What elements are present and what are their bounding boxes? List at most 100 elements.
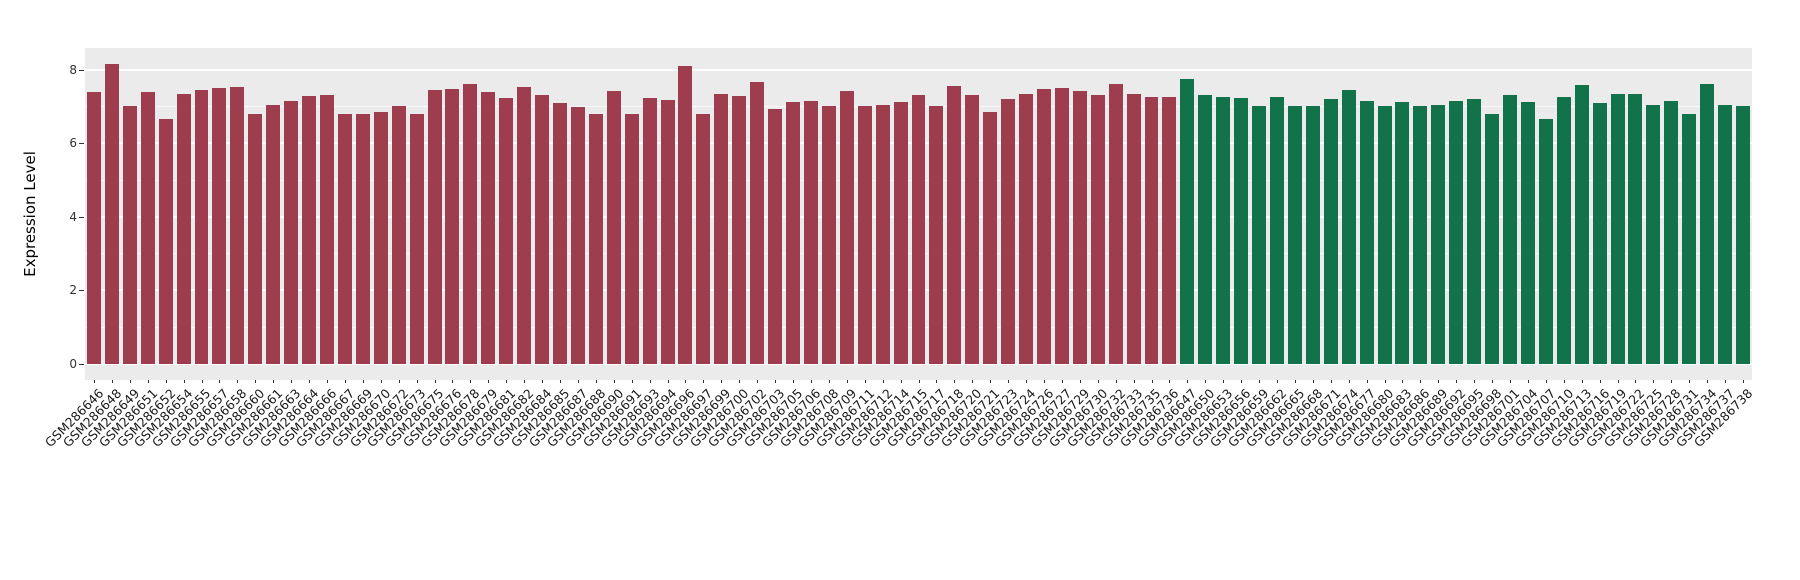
- x-tick-mark: [810, 380, 812, 383]
- bar-GSM286667: [337, 113, 352, 364]
- x-tick-mark: [739, 380, 741, 383]
- bar-GSM286703: [768, 109, 783, 364]
- y-tick-mark: [79, 290, 84, 292]
- x-tick-mark: [506, 380, 508, 383]
- bar-GSM286692: [1449, 100, 1464, 364]
- x-tick-mark: [398, 380, 400, 383]
- bar-GSM286690: [606, 90, 621, 364]
- x-tick-mark: [326, 380, 328, 383]
- bar-GSM286736: [1162, 97, 1177, 364]
- x-tick-mark: [775, 380, 777, 383]
- x-tick-mark: [1205, 380, 1207, 383]
- bar-GSM286671: [1323, 99, 1338, 364]
- x-tick-mark: [1402, 380, 1404, 383]
- bar-GSM286719: [1610, 93, 1625, 364]
- x-tick-mark: [1043, 380, 1045, 383]
- x-tick-mark: [362, 380, 364, 383]
- y-tick-label: 4: [69, 209, 77, 224]
- bar-GSM286724: [1019, 93, 1034, 364]
- x-tick-mark: [721, 380, 723, 383]
- bar-GSM286685: [553, 102, 567, 364]
- x-tick-mark: [793, 380, 795, 383]
- x-tick-mark: [1115, 380, 1117, 383]
- bar-GSM286658: [230, 87, 245, 364]
- bar-GSM286689: [1431, 104, 1446, 364]
- bar-GSM286712: [875, 104, 890, 364]
- x-tick-mark: [1079, 380, 1081, 383]
- x-tick-mark: [1438, 380, 1440, 383]
- bar-GSM286662: [1270, 97, 1284, 364]
- bar-GSM286706: [803, 100, 818, 364]
- x-tick-mark: [201, 380, 203, 383]
- bar-GSM286737: [1718, 104, 1733, 364]
- x-tick-mark: [1545, 380, 1547, 383]
- bar-GSM286659: [1252, 106, 1267, 364]
- x-tick-mark: [595, 380, 597, 383]
- x-tick-mark: [165, 380, 167, 383]
- bar-GSM286728: [1664, 100, 1679, 364]
- x-tick-mark: [1312, 380, 1314, 383]
- bar-GSM286688: [588, 113, 603, 364]
- y-axis-title: Expression Level: [21, 151, 39, 277]
- bar-GSM286677: [1359, 100, 1374, 364]
- x-tick-mark: [757, 380, 759, 383]
- major-gridline: [85, 68, 1752, 71]
- x-tick-mark: [1133, 380, 1135, 383]
- x-tick-mark: [1276, 380, 1278, 383]
- x-tick-mark: [613, 380, 615, 383]
- y-tick-mark: [79, 69, 84, 71]
- x-tick-mark: [1259, 380, 1261, 383]
- x-tick-mark: [1241, 380, 1243, 383]
- x-tick-mark: [918, 380, 920, 383]
- x-tick-mark: [291, 380, 293, 383]
- y-tick-label: 0: [69, 357, 77, 371]
- bar-GSM286647: [1180, 78, 1195, 364]
- bar-GSM286713: [1574, 85, 1589, 364]
- x-tick-mark: [1653, 380, 1655, 383]
- x-tick-mark: [990, 380, 992, 383]
- bar-GSM286714: [893, 101, 908, 364]
- bar-GSM286649: [122, 106, 137, 364]
- bar-GSM286676: [445, 88, 460, 364]
- bar-GSM286684: [535, 95, 550, 364]
- x-tick-mark: [828, 380, 830, 383]
- x-tick-mark: [1151, 380, 1153, 383]
- x-tick-mark: [219, 380, 221, 383]
- bar-GSM286650: [1198, 95, 1213, 364]
- x-tick-mark: [1599, 380, 1601, 383]
- bar-GSM286686: [1413, 106, 1428, 364]
- x-tick-mark: [273, 380, 275, 383]
- x-tick-mark: [129, 380, 131, 383]
- x-tick-mark: [1707, 380, 1709, 383]
- x-tick-mark: [1008, 380, 1010, 383]
- bar-GSM286694: [660, 99, 675, 364]
- bar-GSM286652: [158, 119, 173, 364]
- x-tick-mark: [344, 380, 346, 383]
- bar-GSM286697: [696, 114, 711, 364]
- bar-GSM286721: [983, 111, 998, 364]
- bar-GSM286735: [1144, 97, 1159, 364]
- bar-GSM286679: [481, 92, 496, 364]
- x-tick-mark: [846, 380, 848, 383]
- x-tick-mark: [1420, 380, 1422, 383]
- x-tick-mark: [1617, 380, 1619, 383]
- x-tick-mark: [1187, 380, 1189, 383]
- x-tick-mark: [524, 380, 526, 383]
- bar-GSM286723: [1001, 99, 1016, 364]
- bar-GSM286704: [1520, 101, 1535, 364]
- bar-GSM286727: [1054, 88, 1069, 364]
- x-tick-mark: [93, 380, 95, 383]
- bar-GSM286731: [1682, 114, 1697, 364]
- bar-GSM286675: [427, 89, 442, 364]
- x-tick-mark: [1743, 380, 1745, 383]
- bar-GSM286711: [857, 105, 872, 364]
- bar-GSM286729: [1072, 90, 1087, 364]
- x-tick-mark: [1689, 380, 1691, 383]
- x-tick-mark: [1510, 380, 1512, 383]
- bar-GSM286705: [786, 101, 800, 364]
- x-tick-mark: [183, 380, 185, 383]
- x-tick-mark: [1474, 380, 1476, 383]
- x-tick-mark: [237, 380, 239, 383]
- bar-GSM286726: [1036, 88, 1051, 364]
